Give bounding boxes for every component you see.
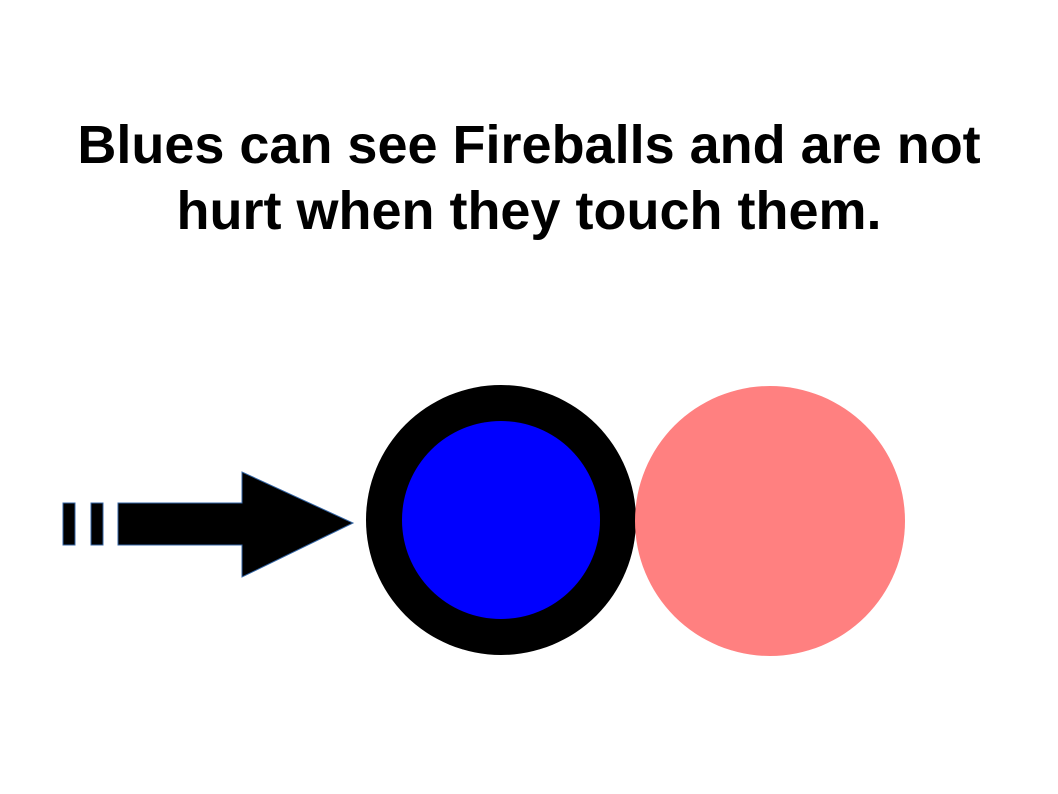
- blue-ball-core: [402, 421, 600, 619]
- slide-title-line-1: Blues can see Fireballs and are not: [77, 115, 981, 175]
- arrow-body: [117, 471, 355, 578]
- slide-title: Blues can see Fireballs and are not hurt…: [0, 112, 1058, 244]
- fireball-icon: [635, 386, 905, 656]
- blue-ball-icon: [366, 385, 636, 655]
- striped-right-arrow-icon: [62, 471, 355, 578]
- arrow-stripe-2: [90, 502, 104, 546]
- slide-title-line-2: hurt when they touch them.: [176, 181, 882, 241]
- arrow-stripe-1: [62, 502, 76, 546]
